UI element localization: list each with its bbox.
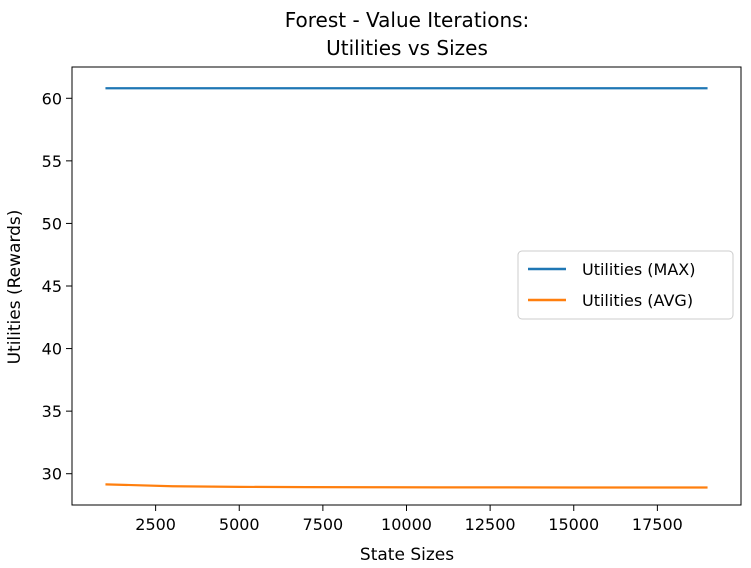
y-tick-label: 30 [42, 465, 62, 484]
x-tick-label: 15000 [548, 515, 599, 534]
legend-label-utilities-max: Utilities (MAX) [582, 260, 696, 279]
series-line-utilities-avg [105, 483, 708, 489]
y-tick-label: 60 [42, 89, 62, 108]
y-tick-label: 45 [42, 277, 62, 296]
y-tick-label: 35 [42, 402, 62, 421]
chart-title-line-2: Utilities vs Sizes [326, 36, 488, 60]
x-tick-label: 12500 [465, 515, 516, 534]
x-axis: 2500 5000 7500 10000 12500 15000 17500 [135, 505, 683, 534]
x-tick-label: 10000 [381, 515, 432, 534]
y-tick-label: 50 [42, 214, 62, 233]
x-tick-label: 5000 [219, 515, 260, 534]
y-tick-label: 40 [42, 340, 62, 359]
legend-label-utilities-avg: Utilities (AVG) [582, 291, 693, 310]
y-axis-label: Utilities (Rewards) [5, 210, 25, 365]
chart-title: Forest - Value Iterations: Utilities vs … [285, 8, 530, 60]
y-axis: 30 35 40 45 50 55 60 [42, 89, 72, 484]
legend-box [517, 250, 734, 320]
x-axis-label: State Sizes [360, 545, 454, 565]
y-tick-label: 55 [42, 152, 62, 171]
x-tick-label: 7500 [303, 515, 344, 534]
legend: Utilities (MAX) Utilities (AVG) [517, 250, 734, 320]
chart-title-line-1: Forest - Value Iterations: [285, 8, 530, 32]
series-lines [105, 87, 708, 489]
x-tick-label: 2500 [135, 515, 176, 534]
x-tick-label: 17500 [632, 515, 683, 534]
